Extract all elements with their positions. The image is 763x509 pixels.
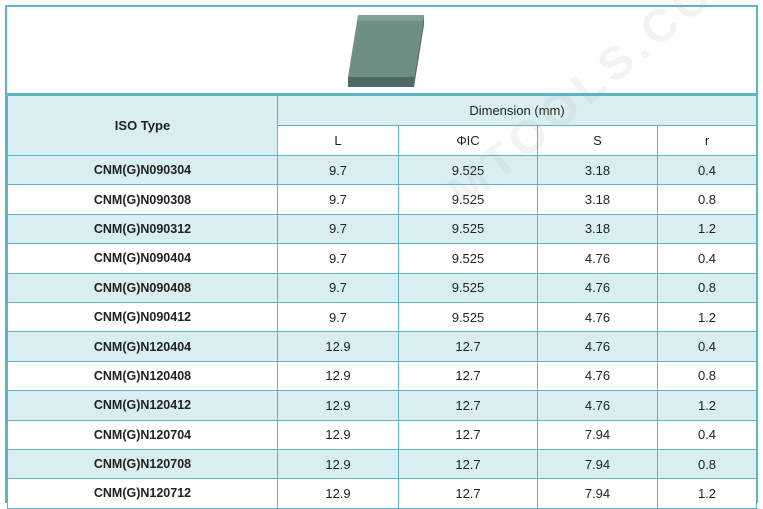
iso-type-cell: CNM(G)N090308 xyxy=(7,184,278,215)
ic-cell: 12.7 xyxy=(398,331,538,362)
radius-cell: 0.8 xyxy=(656,184,758,215)
table-row: CNM(G)N120712 12.9 12.7 7.94 1.2 xyxy=(7,478,758,509)
table-row: CNM(G)N120704 12.9 12.7 7.94 0.4 xyxy=(7,419,758,450)
ic-cell: 9.525 xyxy=(398,301,538,333)
length-cell: 9.7 xyxy=(277,184,399,215)
radius-cell: 0.8 xyxy=(656,448,758,480)
radius-cell: 0.4 xyxy=(656,419,758,450)
thickness-cell: 4.76 xyxy=(537,331,658,362)
ic-cell: 9.525 xyxy=(398,272,538,303)
ic-cell: 12.7 xyxy=(398,448,538,480)
ic-cell: 9.525 xyxy=(398,184,538,215)
iso-type-cell: CNM(G)N120708 xyxy=(7,448,278,480)
table-row: CNM(G)N120404 12.9 12.7 4.76 0.4 xyxy=(7,331,758,362)
ic-cell: 12.7 xyxy=(398,478,538,509)
table-row: CNM(G)N090312 9.7 9.525 3.18 1.2 xyxy=(7,213,758,245)
radius-cell: 0.4 xyxy=(656,331,758,362)
cnmg-insert-icon xyxy=(348,15,424,87)
length-cell: 12.9 xyxy=(277,390,399,421)
iso-type-cell: CNM(G)N090412 xyxy=(7,301,278,333)
ic-cell: 12.7 xyxy=(398,360,538,392)
thickness-cell: 7.94 xyxy=(537,478,658,509)
length-cell: 9.7 xyxy=(277,301,399,333)
spec-table-frame: ISO Type Dimension (mm) L ΦIC S r CNM(G)… xyxy=(5,0,759,509)
iso-type-cell: CNM(G)N120712 xyxy=(7,478,278,509)
length-cell: 9.7 xyxy=(277,272,399,303)
length-cell: 9.7 xyxy=(277,154,399,186)
radius-cell: 0.4 xyxy=(656,154,758,186)
thickness-cell: 3.18 xyxy=(537,213,658,245)
table-row: CNM(G)N090304 9.7 9.525 3.18 0.4 xyxy=(7,154,758,186)
column-header-ic: ΦIC xyxy=(398,125,538,156)
iso-type-cell: CNM(G)N120408 xyxy=(7,360,278,392)
radius-cell: 0.8 xyxy=(656,272,758,303)
length-cell: 12.9 xyxy=(277,331,399,362)
iso-type-cell: CNM(G)N120404 xyxy=(7,331,278,362)
thickness-cell: 4.76 xyxy=(537,243,658,274)
dimension-header: Dimension (mm) xyxy=(276,95,758,126)
length-cell: 9.7 xyxy=(277,243,399,274)
table-row: CNM(G)N090412 9.7 9.525 4.76 1.2 xyxy=(7,301,758,333)
iso-type-cell: CNM(G)N090404 xyxy=(7,243,278,274)
column-header-l: L xyxy=(277,125,399,156)
radius-cell: 1.2 xyxy=(656,213,758,245)
length-cell: 9.7 xyxy=(277,213,399,245)
iso-type-cell: CNM(G)N120412 xyxy=(7,390,278,421)
column-header-r: r xyxy=(656,125,758,156)
ic-cell: 9.525 xyxy=(398,213,538,245)
table-row: CNM(G)N120408 12.9 12.7 4.76 0.8 xyxy=(7,360,758,392)
radius-cell: 0.8 xyxy=(656,360,758,392)
insert-image-band xyxy=(7,7,756,95)
table-row: CNM(G)N090404 9.7 9.525 4.76 0.4 xyxy=(7,243,758,274)
table-row: CNM(G)N090408 9.7 9.525 4.76 0.8 xyxy=(7,272,758,303)
iso-type-cell: CNM(G)N090304 xyxy=(7,154,278,186)
iso-type-cell: CNM(G)N090408 xyxy=(7,272,278,303)
table-row: CNM(G)N120412 12.9 12.7 4.76 1.2 xyxy=(7,390,758,421)
table-row: CNM(G)N120708 12.9 12.7 7.94 0.8 xyxy=(7,448,758,480)
thickness-cell: 4.76 xyxy=(537,301,658,333)
thickness-cell: 4.76 xyxy=(537,272,658,303)
radius-cell: 1.2 xyxy=(656,478,758,509)
dimension-table: ISO Type Dimension (mm) L ΦIC S r CNM(G)… xyxy=(7,95,758,509)
ic-cell: 9.525 xyxy=(398,154,538,186)
radius-cell: 1.2 xyxy=(656,390,758,421)
iso-type-header: ISO Type xyxy=(7,95,278,156)
ic-cell: 12.7 xyxy=(398,390,538,421)
length-cell: 12.9 xyxy=(277,448,399,480)
thickness-cell: 4.76 xyxy=(537,390,658,421)
iso-type-cell: CNM(G)N090312 xyxy=(7,213,278,245)
thickness-cell: 3.18 xyxy=(537,184,658,215)
column-header-s: S xyxy=(537,125,658,156)
ic-cell: 9.525 xyxy=(398,243,538,274)
table-row: CNM(G)N090308 9.7 9.525 3.18 0.8 xyxy=(7,184,758,215)
length-cell: 12.9 xyxy=(277,478,399,509)
thickness-cell: 7.94 xyxy=(537,448,658,480)
thickness-cell: 7.94 xyxy=(537,419,658,450)
ic-cell: 12.7 xyxy=(398,419,538,450)
thickness-cell: 3.18 xyxy=(537,154,658,186)
length-cell: 12.9 xyxy=(277,360,399,392)
radius-cell: 1.2 xyxy=(656,301,758,333)
thickness-cell: 4.76 xyxy=(537,360,658,392)
iso-type-cell: CNM(G)N120704 xyxy=(7,419,278,450)
radius-cell: 0.4 xyxy=(656,243,758,274)
length-cell: 12.9 xyxy=(277,419,399,450)
